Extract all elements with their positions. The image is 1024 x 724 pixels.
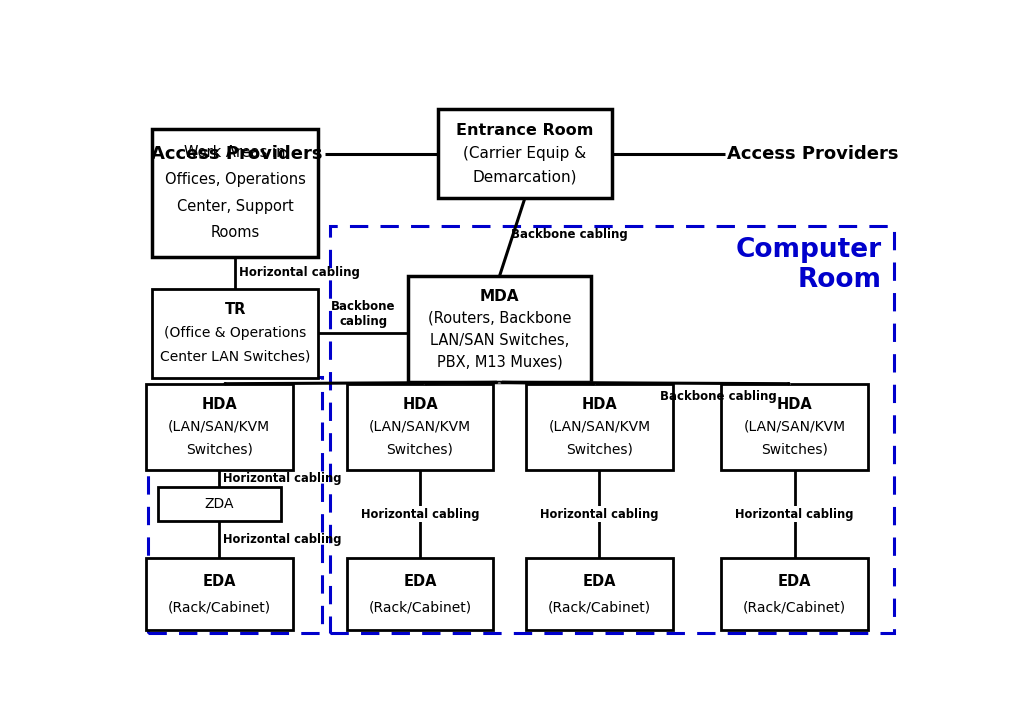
Text: (Rack/Cabinet): (Rack/Cabinet) [743, 600, 846, 614]
Bar [331, 226, 894, 634]
Text: Horizontal cabling: Horizontal cabling [360, 508, 479, 521]
Bar [152, 289, 318, 378]
Text: (LAN/SAN/KVM: (LAN/SAN/KVM [548, 420, 650, 434]
Text: Offices, Operations: Offices, Operations [165, 172, 305, 187]
Text: Horizontal cabling: Horizontal cabling [223, 533, 342, 546]
Bar [721, 558, 868, 631]
Bar [145, 384, 293, 470]
Text: HDA: HDA [202, 397, 238, 412]
Text: (Rack/Cabinet): (Rack/Cabinet) [168, 600, 270, 614]
Text: HDA: HDA [402, 397, 438, 412]
Text: Entrance Room: Entrance Room [456, 123, 594, 138]
Text: Backbone
cabling: Backbone cabling [331, 300, 395, 328]
Text: EDA: EDA [778, 573, 811, 589]
Bar [347, 558, 494, 631]
Bar [145, 558, 293, 631]
Text: Rooms: Rooms [211, 225, 260, 240]
Text: (LAN/SAN/KVM: (LAN/SAN/KVM [743, 420, 846, 434]
Bar [347, 384, 494, 470]
Text: Horizontal cabling: Horizontal cabling [240, 266, 360, 279]
Text: HDA: HDA [777, 397, 812, 412]
Text: PBX, M13 Muxes): PBX, M13 Muxes) [436, 355, 562, 370]
Text: Switches): Switches) [387, 442, 454, 457]
Text: Access Providers: Access Providers [151, 145, 323, 163]
Text: Center, Support: Center, Support [177, 198, 294, 214]
Text: Switches): Switches) [761, 442, 828, 457]
Bar [152, 129, 318, 257]
Text: EDA: EDA [583, 573, 616, 589]
Text: Demarcation): Demarcation) [472, 169, 578, 185]
Bar [409, 277, 591, 382]
Text: Access Providers: Access Providers [727, 145, 899, 163]
Text: LAN/SAN Switches,: LAN/SAN Switches, [430, 333, 569, 348]
Bar [721, 384, 868, 470]
Bar [526, 558, 673, 631]
Text: Center LAN Switches): Center LAN Switches) [160, 350, 310, 363]
Text: Work Areas in: Work Areas in [184, 146, 286, 160]
Text: TR: TR [224, 303, 246, 317]
Text: (Rack/Cabinet): (Rack/Cabinet) [369, 600, 472, 614]
Text: (Rack/Cabinet): (Rack/Cabinet) [548, 600, 651, 614]
Text: (Routers, Backbone: (Routers, Backbone [428, 311, 571, 326]
Text: (LAN/SAN/KVM: (LAN/SAN/KVM [168, 420, 270, 434]
Text: Backbone cabling: Backbone cabling [511, 228, 628, 241]
Text: Switches): Switches) [566, 442, 633, 457]
Bar [526, 384, 673, 470]
Text: ZDA: ZDA [205, 497, 234, 511]
Text: EDA: EDA [203, 573, 236, 589]
Text: (Carrier Equip &: (Carrier Equip & [463, 146, 587, 161]
Text: Horizontal cabling: Horizontal cabling [540, 508, 658, 521]
Text: MDA: MDA [479, 289, 519, 304]
Text: Switches): Switches) [185, 442, 253, 457]
Text: Backbone cabling: Backbone cabling [659, 390, 776, 403]
Text: (Office & Operations: (Office & Operations [164, 327, 306, 340]
Text: HDA: HDA [582, 397, 617, 412]
Bar [147, 376, 323, 634]
Text: Computer
Room: Computer Room [736, 237, 882, 293]
Bar [437, 109, 612, 198]
Text: (LAN/SAN/KVM: (LAN/SAN/KVM [369, 420, 471, 434]
Text: Horizontal cabling: Horizontal cabling [223, 472, 342, 485]
Text: Horizontal cabling: Horizontal cabling [735, 508, 854, 521]
Text: EDA: EDA [403, 573, 437, 589]
Bar [158, 487, 281, 521]
